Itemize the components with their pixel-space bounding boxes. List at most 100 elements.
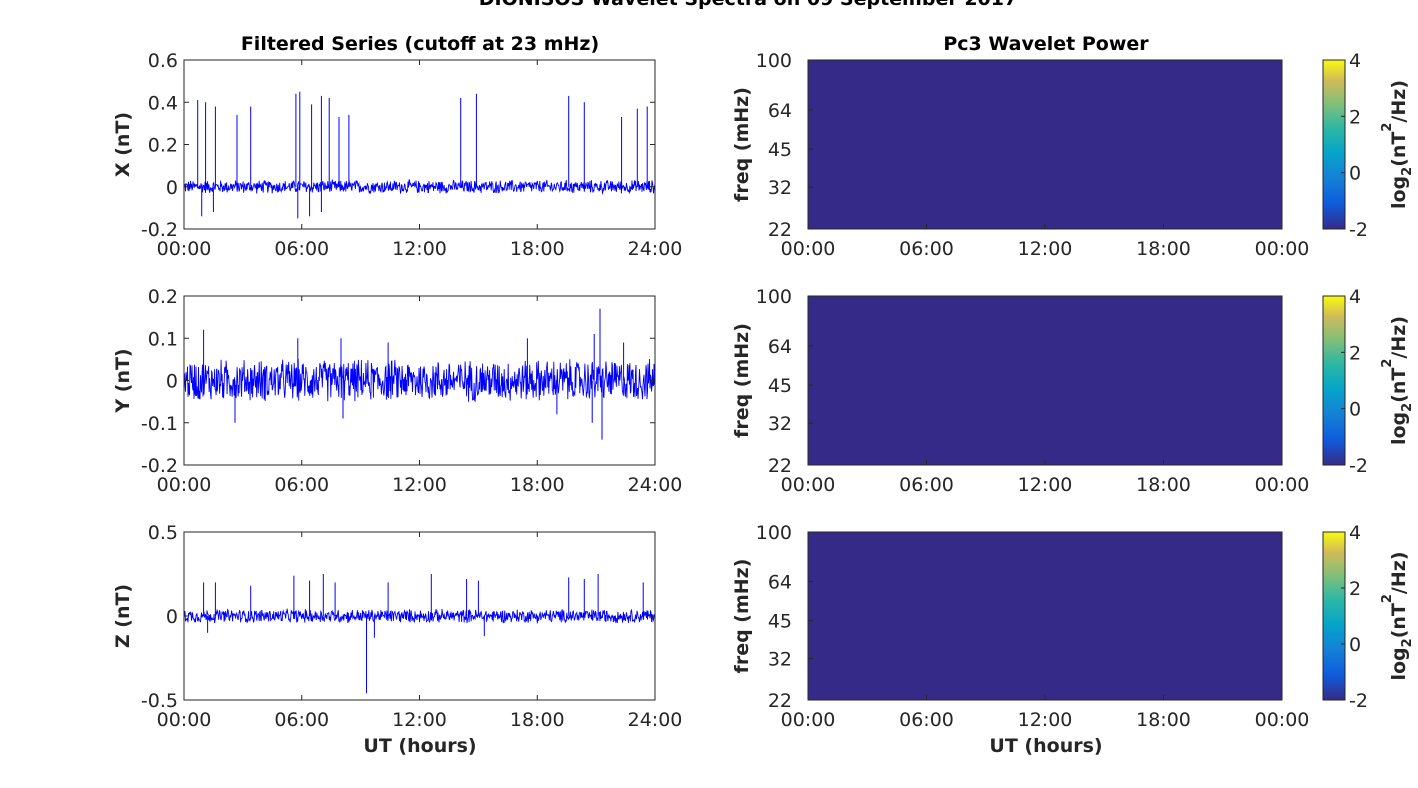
colorbar-x — [1322, 59, 1346, 230]
ylabel-y: Y (nT) — [112, 348, 134, 413]
ytick-label: -0.2 — [141, 219, 178, 241]
xtick-label: 18:00 — [1136, 238, 1191, 260]
plot-area — [184, 60, 655, 229]
ytick-label: 22 — [768, 219, 792, 241]
ytick-label: 45 — [768, 611, 792, 633]
ylabel-freq: freq (mHz) — [731, 323, 753, 438]
colorbar-tick-label: 0 — [1349, 634, 1361, 656]
right-column-title: Pc3 Wavelet Power — [943, 33, 1149, 55]
colorbar-tick-label: -2 — [1349, 219, 1368, 241]
xtick-label: 12:00 — [1018, 474, 1073, 496]
ytick-label: 100 — [756, 522, 792, 544]
colorbar-tick-label: 4 — [1349, 50, 1361, 72]
ytick-label: 22 — [768, 690, 792, 712]
xtick-label: 18:00 — [510, 474, 565, 496]
timeseries-panel-z: 0.5 0 -0.500:00 06:00 12:00 18:00 24:00 Z (nT) — [112, 522, 682, 731]
figure-title: DIONISOS Wavelet Spectra on 09 September… — [479, 0, 1017, 10]
spectrogram-y — [807, 295, 1283, 466]
ytick-label: 45 — [768, 139, 792, 161]
colorbar-z — [1322, 531, 1346, 701]
left-column-title: Filtered Series (cutoff at 23 mHz) — [241, 33, 599, 55]
colorbar-tick-label: 0 — [1349, 163, 1361, 185]
colorbar-label: log2(nT2/Hz) — [1380, 551, 1415, 680]
ytick-label: 64 — [768, 572, 792, 594]
left-xlabel: UT (hours) — [363, 735, 476, 757]
colorbar-tick-label: 2 — [1349, 106, 1361, 128]
ytick-label: 64 — [768, 100, 792, 122]
right-xlabel: UT (hours) — [989, 735, 1102, 757]
xtick-label: 06:00 — [274, 709, 329, 731]
xtick-label: 06:00 — [274, 238, 329, 260]
xtick-label: 00:00 — [781, 709, 836, 731]
xtick-label: 06:00 — [274, 474, 329, 496]
colorbar-tick-label: -2 — [1349, 690, 1368, 712]
colorbar-label: log2(nT2/Hz) — [1380, 80, 1415, 209]
xtick-label: 00:00 — [1255, 474, 1310, 496]
ylabel-x: X (nT) — [112, 112, 134, 177]
colorbar-y — [1322, 295, 1346, 466]
xtick-label: 12:00 — [392, 238, 447, 260]
xtick-label: 06:00 — [899, 709, 954, 731]
ytick-label: 100 — [756, 286, 792, 308]
xtick-label: 12:00 — [392, 474, 447, 496]
spectrogram-x — [807, 59, 1283, 230]
xtick-label: 00:00 — [157, 238, 212, 260]
xtick-label: 00:00 — [1255, 709, 1310, 731]
colorbar-tick-label: 4 — [1349, 522, 1361, 544]
colorbar-tick-label: 0 — [1349, 399, 1361, 421]
colorbar-label: log2(nT2/Hz) — [1380, 316, 1415, 445]
xtick-label: 00:00 — [157, 474, 212, 496]
xtick-label: 00:00 — [157, 709, 212, 731]
xtick-label: 00:00 — [781, 238, 836, 260]
ytick-label: 0.2 — [148, 135, 178, 157]
ytick-label: 45 — [768, 375, 792, 397]
colorbar-tick-label: -2 — [1349, 455, 1368, 477]
colorbar-tick-label: 4 — [1349, 286, 1361, 308]
ylabel-freq: freq (mHz) — [731, 559, 753, 674]
xtick-label: 24:00 — [628, 709, 683, 731]
xtick-label: 24:00 — [628, 474, 683, 496]
xtick-label: 18:00 — [1136, 709, 1191, 731]
colorbar-tick-label: 2 — [1349, 342, 1361, 364]
trace-x-noise — [183, 179, 656, 195]
ytick-label: 0.6 — [148, 50, 178, 72]
xtick-label: 18:00 — [1136, 474, 1191, 496]
ytick-label: 100 — [756, 50, 792, 72]
xtick-label: 18:00 — [510, 709, 565, 731]
ytick-label: 0 — [166, 177, 178, 199]
xtick-label: 00:00 — [781, 474, 836, 496]
ytick-label: 22 — [768, 455, 792, 477]
xtick-label: 12:00 — [1018, 709, 1073, 731]
ytick-label: 64 — [768, 336, 792, 358]
ytick-label: -0.5 — [141, 690, 178, 712]
ytick-label: 0.4 — [148, 92, 178, 114]
ytick-label: 0 — [166, 606, 178, 628]
ylabel-freq: freq (mHz) — [731, 87, 753, 202]
timeseries-panel-y: 0.2 0.1 0 -0.1 -0.200:00 06:00 12:00 18:00 24:00… — [112, 286, 682, 496]
timeseries-panel-x: 0.6 0.4 0.2 0 -0.200:00 06:00 12:00 18:00 24:00 X… — [112, 50, 682, 260]
ytick-label: 32 — [768, 648, 792, 670]
trace-y-noise — [183, 358, 656, 403]
xtick-label: 12:00 — [1018, 238, 1073, 260]
ytick-label: 32 — [768, 177, 792, 199]
xtick-label: 06:00 — [899, 474, 954, 496]
spectrogram-z — [807, 531, 1283, 701]
xtick-label: 06:00 — [899, 238, 954, 260]
ytick-label: 0.5 — [148, 522, 178, 544]
ytick-label: 0.1 — [148, 328, 178, 350]
ytick-label: -0.1 — [141, 413, 178, 435]
xtick-label: 12:00 — [392, 709, 447, 731]
ytick-label: -0.2 — [141, 455, 178, 477]
ytick-label: 0 — [166, 371, 178, 393]
ytick-label: 32 — [768, 413, 792, 435]
xtick-label: 18:00 — [510, 238, 565, 260]
colorbar-tick-label: 2 — [1349, 578, 1361, 600]
ylabel-z: Z (nT) — [112, 584, 134, 648]
xtick-label: 24:00 — [628, 238, 683, 260]
xtick-label: 00:00 — [1255, 238, 1310, 260]
trace-z-noise — [183, 608, 656, 624]
